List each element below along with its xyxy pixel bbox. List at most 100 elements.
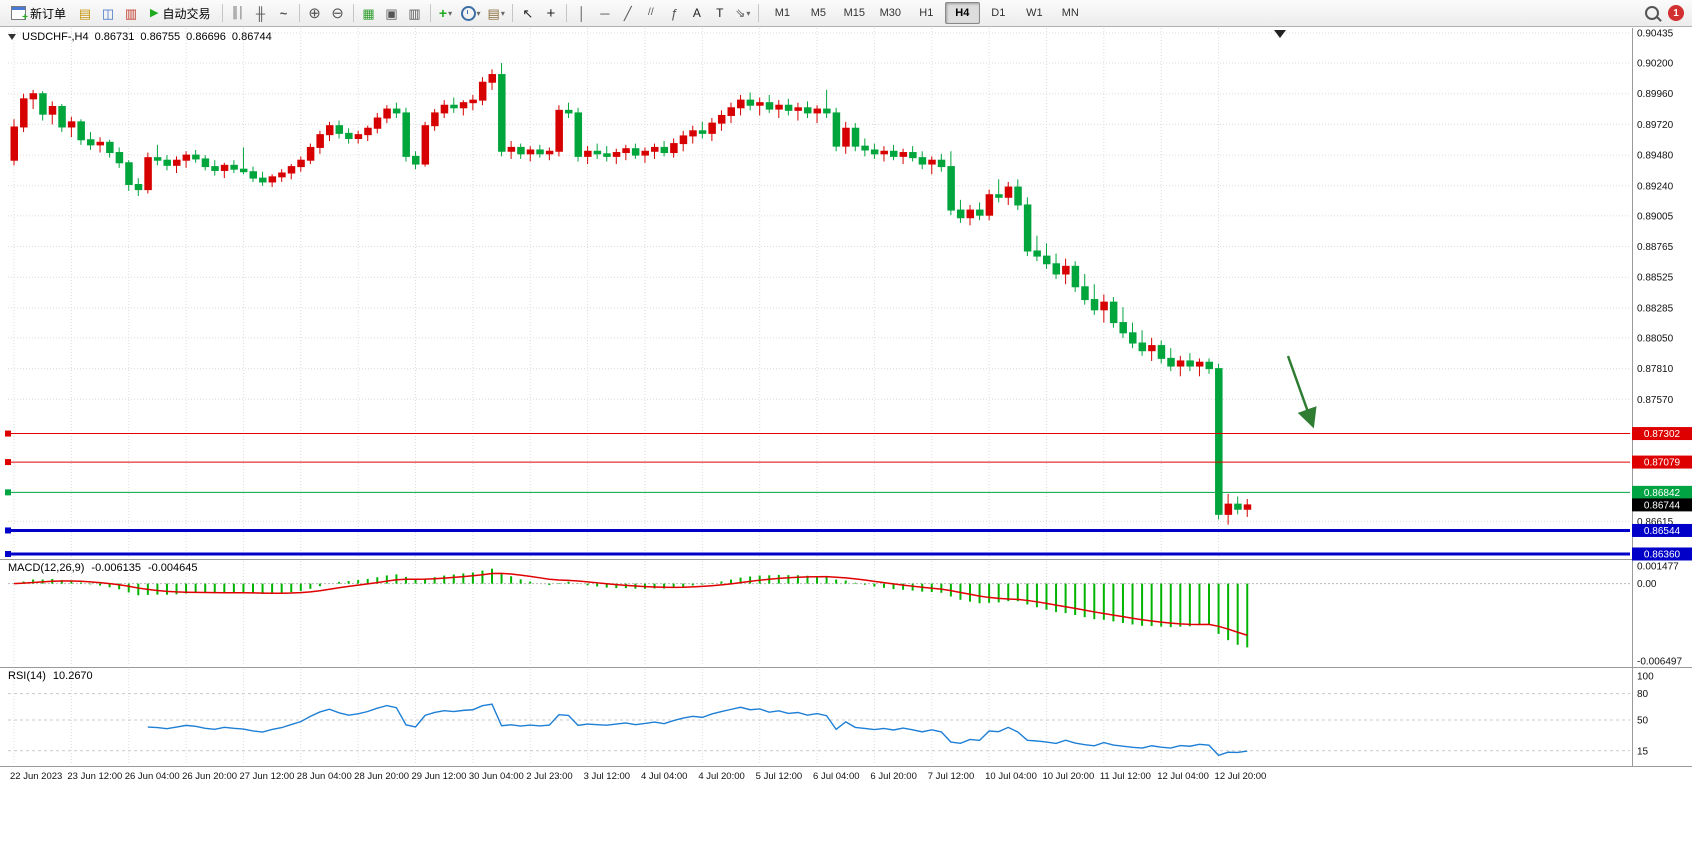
time-axis-label: 28 Jun 04:00 <box>297 771 352 782</box>
current-price-tag <box>1632 498 1692 512</box>
price-axis-label: 0.90200 <box>1637 59 1674 70</box>
market-watch-icon: ▥ <box>124 5 138 21</box>
price-axis-label: 0.88285 <box>1637 303 1674 314</box>
indicators-button[interactable]: + ▾ <box>435 2 457 24</box>
rsi-axis-label: 80 <box>1637 689 1649 700</box>
chart-window-button[interactable]: ▤ <box>74 2 96 24</box>
chart-window-icon: ▤ <box>78 5 92 21</box>
timeframe-buttons: M1 M5 M15 M30 H1 H4 D1 W1 MN <box>765 2 1088 24</box>
bar-chart-icon: ║│ <box>231 6 245 19</box>
timeframe-w1-button[interactable]: W1 <box>1026 7 1043 19</box>
time-axis-label: 11 Jul 12:00 <box>1100 771 1151 782</box>
timeframe-m30-button[interactable]: M30 <box>879 7 902 19</box>
text-button[interactable]: A <box>686 2 708 24</box>
cascade-windows-icon: ▣ <box>385 5 398 21</box>
macd-value-main: -0.006135 <box>91 562 141 574</box>
timeframe-m5-button[interactable]: M5 <box>810 7 826 19</box>
templates-button[interactable]: ▤ ▾ <box>485 2 508 24</box>
time-axis-label: 4 Jul 04:00 <box>641 771 687 782</box>
vertical-line-icon: │ <box>577 5 586 21</box>
vertical-line-button[interactable]: │ <box>571 2 593 24</box>
label-icon: T <box>716 6 724 20</box>
time-axis-label: 27 Jun 12:00 <box>239 771 294 782</box>
timeframe-h1-button[interactable]: H1 <box>919 7 934 19</box>
arrows-button[interactable]: ⇘ ▾ <box>732 2 754 24</box>
candles <box>10 63 1252 525</box>
zoom-in-icon: ⊕ <box>308 4 321 22</box>
new-order-icon <box>11 6 28 23</box>
chart-symbol-header: USDCHF-,H4 0.86731 0.86755 0.86696 0.867… <box>8 31 278 43</box>
price-axis-label: 0.89720 <box>1637 120 1674 131</box>
rsi-line <box>147 703 1248 757</box>
trendline-button[interactable]: ╱ <box>617 2 639 24</box>
time-axis-label: 26 Jun 04:00 <box>125 771 180 782</box>
new-order-button[interactable]: 新订单 <box>4 2 73 24</box>
arrange-windows-button[interactable]: ▥ <box>404 2 426 24</box>
search-button[interactable] <box>1641 2 1663 24</box>
clock-icon <box>460 5 476 21</box>
templates-icon: ▤ <box>487 5 500 21</box>
line-handle <box>5 527 11 534</box>
trendline-icon: ╱ <box>623 5 632 21</box>
time-axis-label: 10 Jul 04:00 <box>985 771 1037 782</box>
auto-trading-icon: ▶ <box>150 6 159 19</box>
fibonacci-button[interactable]: ƒ <box>663 2 685 24</box>
periods-button[interactable]: ▾ <box>458 2 484 24</box>
price-axis-label: 0.87810 <box>1637 364 1674 375</box>
macd-title: MACD(12,26,9) <box>8 562 85 574</box>
time-axis-label: 30 Jun 04:00 <box>469 771 524 782</box>
arrow-annotation[interactable] <box>1286 355 1317 429</box>
bar-chart-button[interactable]: ║│ <box>227 2 249 24</box>
channel-button[interactable]: // <box>640 2 662 24</box>
svg-text:0.86842: 0.86842 <box>1644 488 1681 499</box>
market-watch-button[interactable]: ▥ <box>120 2 142 24</box>
profiles-button[interactable]: ◫ <box>97 2 119 24</box>
crosshair-button[interactable]: + <box>540 2 562 24</box>
price-axis-label: 0.89005 <box>1637 211 1674 222</box>
rsi-title: RSI(14) <box>8 670 46 682</box>
label-button[interactable]: T <box>709 2 731 24</box>
svg-text:0.86544: 0.86544 <box>1644 526 1681 537</box>
profiles-icon: ◫ <box>101 5 115 21</box>
tile-windows-button[interactable]: ▦ <box>358 2 380 24</box>
macd-signal-line <box>13 572 1248 636</box>
time-axis-label: 23 Jun 12:00 <box>67 771 122 782</box>
rsi-indicator-header: RSI(14) 10.2670 <box>8 670 93 682</box>
chart-shift-marker[interactable] <box>1274 30 1286 38</box>
notifications-badge[interactable]: 1 <box>1668 5 1684 21</box>
bar-low-value: 0.86696 <box>186 31 226 43</box>
svg-text:0.86360: 0.86360 <box>1644 549 1681 560</box>
timeframe-m15-button[interactable]: M15 <box>843 7 866 19</box>
zoom-in-button[interactable]: ⊕ <box>304 2 326 24</box>
bar-open-value: 0.86731 <box>94 31 135 43</box>
timeframe-m1-button[interactable]: M1 <box>774 7 790 19</box>
one-click-trading-toggle[interactable] <box>8 34 16 40</box>
price-tag <box>1632 485 1692 499</box>
horizontal-line-button[interactable]: ─ <box>594 2 616 24</box>
toolbar-separator <box>565 4 567 22</box>
timeframe-mn-button[interactable]: MN <box>1061 7 1079 19</box>
timeframe-d1-button[interactable]: D1 <box>991 7 1006 19</box>
time-axis-label: 12 Jul 20:00 <box>1215 771 1267 782</box>
text-icon: A <box>692 6 701 20</box>
price-tag <box>1632 523 1692 537</box>
search-icon <box>1645 6 1659 20</box>
macd-axis-label: -0.006497 <box>1637 657 1682 668</box>
time-axis-label: 29 Jun 12:00 <box>412 771 467 782</box>
rsi-axis-label: 15 <box>1637 746 1649 757</box>
arrows-icon: ⇘ <box>735 6 746 20</box>
time-axis-label: 6 Jul 20:00 <box>870 771 916 782</box>
toolbar-separator <box>429 4 431 22</box>
price-tag <box>1632 427 1692 441</box>
price-tag <box>1632 455 1692 469</box>
cursor-button[interactable]: ↖ <box>517 2 539 24</box>
toolbar-separator <box>298 4 300 22</box>
timeframe-h4-button[interactable]: H4 <box>944 2 980 24</box>
line-chart-button[interactable]: ~ <box>273 2 295 24</box>
candlestick-chart-button[interactable]: ╫ <box>250 2 272 24</box>
cascade-windows-button[interactable]: ▣ <box>381 2 403 24</box>
zoom-out-button[interactable]: ⊖ <box>327 2 349 24</box>
toolbar-separator <box>221 4 223 22</box>
auto-trading-button[interactable]: ▶ 自动交易 <box>143 2 217 24</box>
